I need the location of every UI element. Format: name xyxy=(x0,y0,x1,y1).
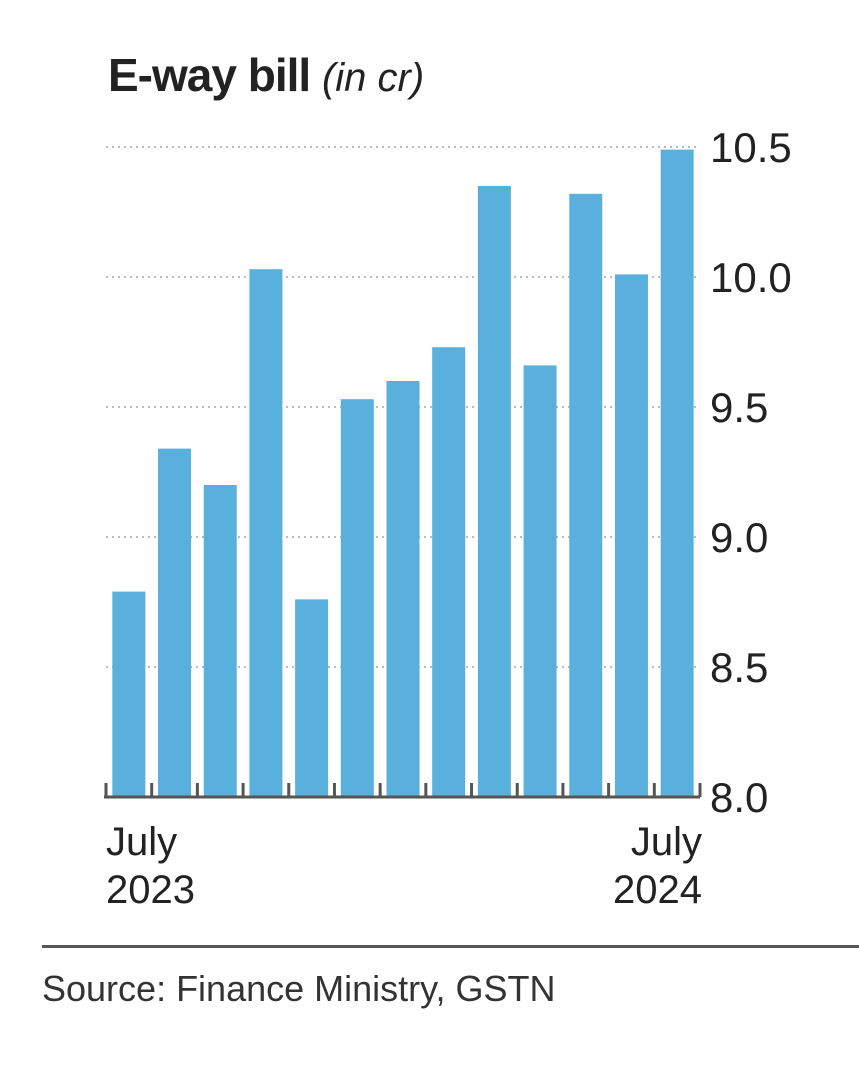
bar xyxy=(203,485,237,797)
title-text: E-way bill xyxy=(108,49,311,101)
x-label-start-year: 2023 xyxy=(106,868,195,912)
y-tick-label: 9.5 xyxy=(710,384,768,431)
x-label-end-year: 2024 xyxy=(613,868,702,912)
bar xyxy=(340,399,374,797)
y-tick-label: 8.0 xyxy=(710,774,768,821)
y-tick-label: 9.0 xyxy=(710,514,768,561)
y-tick-label: 8.5 xyxy=(710,644,768,691)
bar xyxy=(523,365,557,797)
bar xyxy=(158,448,192,797)
source-note: Source: Finance Ministry, GSTN xyxy=(42,968,556,1009)
y-tick-label: 10.5 xyxy=(710,124,792,171)
bar xyxy=(660,149,694,798)
unit-label: (in cr) xyxy=(321,56,425,100)
bar xyxy=(295,599,329,797)
x-label-start-month: July xyxy=(106,820,178,864)
x-label-start: July 2023 xyxy=(106,818,195,914)
bar xyxy=(477,186,511,797)
bar-chart: 8.0 8.5 9.0 9.5 10.0 10.5 xyxy=(104,124,792,821)
bar xyxy=(569,193,603,798)
bar xyxy=(112,591,146,797)
bar xyxy=(614,274,648,797)
bar xyxy=(249,269,283,797)
chart-title: E-way bill (in cr) xyxy=(108,48,424,102)
bar xyxy=(432,347,466,797)
divider xyxy=(42,945,859,948)
y-tick-label: 10.0 xyxy=(710,254,792,301)
x-label-end: July 2024 xyxy=(604,818,702,914)
bar xyxy=(386,381,420,797)
x-label-end-month: July xyxy=(630,820,702,864)
